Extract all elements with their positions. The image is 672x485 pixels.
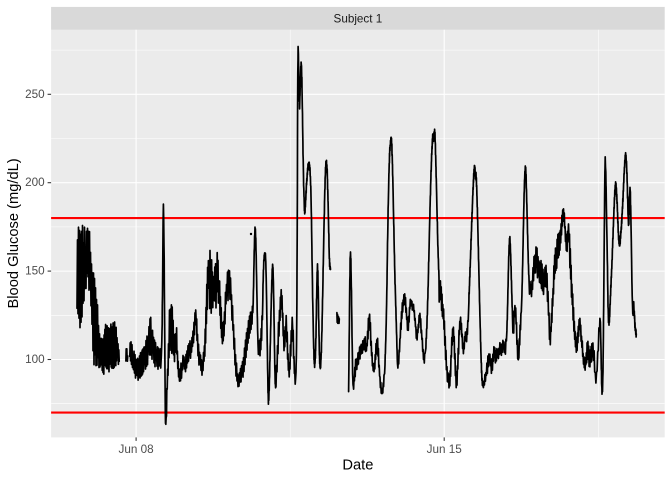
svg-text:Jun 08: Jun 08 <box>119 443 154 456</box>
svg-text:200: 200 <box>25 176 45 189</box>
svg-text:Blood Glucose (mg/dL): Blood Glucose (mg/dL) <box>6 158 22 308</box>
svg-text:Date: Date <box>342 458 373 474</box>
svg-text:250: 250 <box>25 88 45 101</box>
svg-text:Jun 15: Jun 15 <box>427 443 463 456</box>
svg-text:150: 150 <box>25 265 45 278</box>
svg-text:Subject 1: Subject 1 <box>334 13 383 26</box>
svg-text:100: 100 <box>25 353 45 366</box>
